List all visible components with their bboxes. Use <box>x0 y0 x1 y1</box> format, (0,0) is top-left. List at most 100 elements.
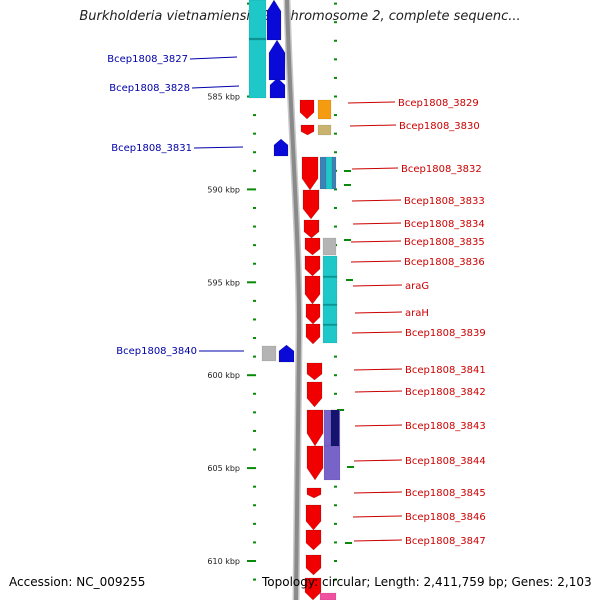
ruler-tick-major <box>247 281 256 284</box>
gene-arrow-forward[interactable] <box>306 409 324 447</box>
ruler-label: 600 kbp <box>207 371 240 380</box>
ruler-tick-major <box>247 560 256 562</box>
gene-label-right[interactable]: Bcep1808_3843 <box>405 421 486 432</box>
gene-label-left[interactable]: Bcep1808_3828 <box>109 83 190 94</box>
ruler-tick-left <box>253 262 256 265</box>
gene-arrow-forward[interactable] <box>304 255 321 277</box>
gene-label-right[interactable]: Bcep1808_3844 <box>405 456 486 467</box>
ruler-tick-left <box>253 541 256 544</box>
ruler-tick-left <box>253 522 256 525</box>
ruler-tick-left <box>253 485 256 488</box>
ruler-tick-right <box>334 392 337 395</box>
gene-arrow-forward[interactable] <box>305 504 322 531</box>
ortholog-block-gray <box>322 237 337 256</box>
gene-label-right[interactable]: araG <box>405 281 429 292</box>
ruler-tick-right <box>334 132 337 135</box>
gene-arrow-forward[interactable] <box>299 99 315 120</box>
gene-label-right[interactable]: Bcep1808_3834 <box>404 219 485 230</box>
gene-arrow-forward[interactable] <box>305 554 322 576</box>
leader-line <box>352 515 403 518</box>
gene-arrow-reverse[interactable] <box>266 0 282 41</box>
gene-arrow-forward[interactable] <box>305 323 321 345</box>
ortholog-block-divider <box>322 323 338 326</box>
leader-line <box>351 199 402 202</box>
ruler-tick-right <box>334 2 337 5</box>
leader-line <box>349 124 397 127</box>
gene-arrow-reverse[interactable] <box>273 138 289 157</box>
gene-label-right[interactable]: Bcep1808_3833 <box>404 196 485 207</box>
label-leaders <box>189 56 403 542</box>
map-title: Burkholderia vietnamiensis G4 chromosome… <box>79 9 521 24</box>
gene-labels[interactable]: Bcep1808_3827 Bcep1808_3828 Bcep1808_3831 B… <box>107 54 486 547</box>
ruler-tick-right <box>334 39 337 42</box>
gene-label-right[interactable]: Bcep1808_3839 <box>405 328 486 339</box>
gene-label-right[interactable]: Bcep1808_3836 <box>404 257 485 268</box>
gene-label-right[interactable]: Bcep1808_3830 <box>399 121 480 132</box>
gene-arrow-forward[interactable] <box>304 237 321 256</box>
gene-label-right[interactable]: Bcep1808_3847 <box>405 536 486 547</box>
leader-line <box>191 85 240 89</box>
gene-arrow-forward[interactable] <box>305 529 322 551</box>
ortholog-block-divider <box>322 275 338 278</box>
gene-label-right[interactable]: Bcep1808_3846 <box>405 512 486 523</box>
gene-arrow-forward[interactable] <box>305 303 321 325</box>
leader-line <box>350 260 402 263</box>
gene-label-left[interactable]: Bcep1808_3827 <box>107 54 188 65</box>
gene-arrow-forward[interactable] <box>306 487 322 499</box>
gene-arrow-reverse[interactable] <box>269 77 286 99</box>
gene-arrow-reverse[interactable] <box>278 344 295 363</box>
leader-line <box>353 368 403 371</box>
ruler-tick-major <box>247 188 256 191</box>
feature-tick <box>344 184 351 186</box>
leader-line <box>354 311 403 314</box>
leader-line <box>350 240 402 243</box>
ruler-tick-left <box>253 299 256 302</box>
gene-arrow-forward[interactable] <box>301 156 319 191</box>
gene-label-right[interactable]: araH <box>405 308 429 319</box>
ruler-tick-left <box>253 318 256 321</box>
gene-label-left[interactable]: Bcep1808_3840 <box>116 346 197 357</box>
feature-tick <box>344 239 351 241</box>
ruler-label: 595 kbp <box>207 278 240 287</box>
leader-line <box>353 459 403 462</box>
ruler-tick-right <box>334 151 337 154</box>
ruler-tick-right <box>334 21 337 24</box>
feature-tick <box>344 170 351 172</box>
leader-line <box>351 331 403 334</box>
ruler-tick-left <box>253 429 256 432</box>
accession-text: Accession: NC_009255 <box>9 575 146 589</box>
ruler-tick-left <box>253 225 256 228</box>
gene-arrow-forward[interactable] <box>306 381 323 408</box>
gene-features[interactable] <box>266 0 324 600</box>
gene-label-right[interactable]: Bcep1808_3832 <box>401 164 482 175</box>
gene-arrow-reverse[interactable] <box>268 39 286 81</box>
ruler-label: 605 kbp <box>207 464 240 473</box>
gene-arrow-forward[interactable] <box>304 577 322 600</box>
ruler-tick-right <box>334 95 337 98</box>
ruler-tick-right <box>334 504 337 507</box>
gene-label-right[interactable]: Bcep1808_3829 <box>398 98 479 109</box>
gene-label-left[interactable]: Bcep1808_3831 <box>111 143 192 154</box>
leader-line <box>352 222 402 225</box>
ruler-tick-right <box>334 58 337 61</box>
ruler-tick-right <box>334 374 337 377</box>
ruler-tick-left <box>253 337 256 340</box>
gene-label-right[interactable]: Bcep1808_3845 <box>405 488 486 499</box>
gene-arrow-forward[interactable] <box>302 189 320 220</box>
leader-line <box>354 424 403 427</box>
gene-label-right[interactable]: Bcep1808_3835 <box>404 237 485 248</box>
ortholog-block-cyan <box>325 156 333 190</box>
gene-arrow-forward[interactable] <box>306 445 324 481</box>
ortholog-block-pink <box>319 592 337 600</box>
gene-arrow-forward[interactable] <box>306 362 323 381</box>
gene-arrow-forward[interactable] <box>303 219 320 239</box>
gene-label-right[interactable]: Bcep1808_3841 <box>405 365 486 376</box>
leader-line <box>353 491 403 494</box>
ruler-tick-right <box>334 578 337 581</box>
ruler-label: 585 kbp <box>207 93 240 102</box>
gene-label-right[interactable]: Bcep1808_3842 <box>405 387 486 398</box>
gene-arrow-forward[interactable] <box>304 275 321 305</box>
gene-arrow-forward[interactable] <box>300 124 315 136</box>
ruler-tick-left <box>253 244 256 247</box>
